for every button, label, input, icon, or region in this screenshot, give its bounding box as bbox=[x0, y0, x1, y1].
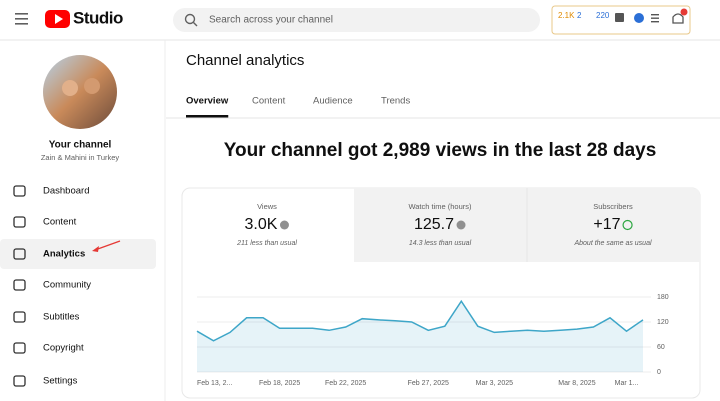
stat-value: 2 bbox=[577, 11, 582, 20]
views-chart: 0 60 120 180 Feb 13, 2... Feb 18, 2025 Feb 22,… bbox=[196, 294, 669, 387]
card-value: 125.7 bbox=[414, 216, 454, 233]
nav-icon bbox=[13, 248, 26, 260]
sidebar-nav: Dashboard Content Analytics Community Subtit… bbox=[13, 185, 91, 387]
nav-item[interactable]: Copyright bbox=[13, 342, 84, 354]
card-label: Views bbox=[257, 202, 277, 211]
tab[interactable]: Audience bbox=[313, 96, 353, 107]
y-tick-label: 180 bbox=[657, 294, 669, 301]
card-label: Subscribers bbox=[593, 202, 633, 211]
menu-bar bbox=[651, 21, 659, 23]
tab[interactable]: Content bbox=[252, 96, 286, 107]
stat-value: 220 bbox=[596, 11, 610, 20]
active-nav-bg bbox=[0, 239, 156, 269]
nav-item[interactable]: Subtitles bbox=[13, 311, 80, 323]
x-tick-label: Feb 13, 2... bbox=[197, 380, 232, 387]
nav-label: Community bbox=[43, 280, 91, 291]
logo-play bbox=[55, 14, 63, 24]
logo-text: Studio bbox=[73, 8, 123, 27]
menu-bar bbox=[651, 17, 659, 19]
menu-bar bbox=[651, 14, 659, 16]
menu-button[interactable] bbox=[15, 13, 28, 25]
tab[interactable]: Trends bbox=[381, 96, 410, 107]
search-icon bbox=[184, 13, 196, 25]
nav-icon bbox=[13, 185, 26, 197]
x-tick-label: Feb 27, 2025 bbox=[408, 380, 449, 387]
metric-cards: Views 3.0K 211 less than usual Watch time (… bbox=[236, 202, 652, 247]
card-note: 14.3 less than usual bbox=[409, 240, 472, 247]
avatar-face bbox=[62, 80, 78, 96]
tab[interactable]: Overview bbox=[186, 96, 229, 107]
card-value: 3.0K bbox=[245, 216, 278, 233]
widget-icon[interactable] bbox=[634, 13, 644, 23]
x-tick-label: Mar 1... bbox=[615, 380, 639, 387]
notification-icon[interactable] bbox=[672, 13, 684, 24]
channel-name: Your channel bbox=[49, 140, 112, 151]
x-tick-label: Feb 18, 2025 bbox=[259, 380, 300, 387]
stat-value: 2.1K bbox=[558, 11, 575, 20]
search-box[interactable]: Search across your channel bbox=[173, 8, 540, 32]
headline: Your channel got 2,989 views in the last… bbox=[224, 140, 657, 161]
menu-bar bbox=[15, 13, 28, 15]
nav-icon bbox=[13, 311, 26, 323]
nav-icon bbox=[13, 375, 26, 387]
pointer-arrow-head bbox=[92, 246, 99, 252]
widget-icon[interactable] bbox=[615, 13, 624, 22]
channel-avatar[interactable] bbox=[43, 55, 117, 129]
card-label: Watch time (hours) bbox=[408, 202, 472, 211]
nav-item[interactable]: Content bbox=[13, 216, 77, 228]
x-tick-label: Mar 8, 2025 bbox=[558, 380, 595, 387]
area bbox=[197, 301, 643, 372]
info-icon bbox=[456, 220, 466, 230]
y-tick-label: 0 bbox=[657, 369, 661, 376]
nav-item[interactable]: Analytics bbox=[13, 248, 85, 260]
stats: 2.1K 2 220 bbox=[558, 11, 610, 20]
notification-badge bbox=[680, 8, 688, 16]
tab-underline bbox=[186, 115, 229, 118]
nav-icon bbox=[13, 342, 26, 354]
nav-label: Dashboard bbox=[43, 186, 89, 197]
search-placeholder: Search across your channel bbox=[209, 15, 333, 26]
x-tick-label: Mar 3, 2025 bbox=[476, 380, 513, 387]
nav-label: Copyright bbox=[43, 343, 84, 354]
nav-item[interactable]: Settings bbox=[13, 375, 78, 387]
nav-icon bbox=[13, 279, 26, 291]
menu-bar bbox=[15, 23, 28, 25]
card-note: 211 less than usual bbox=[236, 240, 297, 247]
nav-item[interactable]: Community bbox=[13, 279, 91, 291]
menu-bar bbox=[15, 18, 28, 20]
line bbox=[196, 299, 644, 342]
search-icon bbox=[193, 22, 198, 27]
search-field bbox=[173, 8, 540, 32]
y-tick-label: 120 bbox=[657, 319, 669, 326]
pointer-arrow bbox=[94, 240, 121, 251]
nav-item[interactable]: Dashboard bbox=[13, 185, 89, 197]
nav-icon bbox=[13, 216, 26, 228]
metric-card[interactable]: Subscribers +17 About the same as usual bbox=[573, 202, 651, 247]
channel-handle: Zain & Mahini in Turkey bbox=[41, 153, 120, 162]
avatar-face bbox=[84, 78, 100, 94]
info-icon bbox=[279, 220, 289, 230]
logo[interactable]: Studio bbox=[45, 8, 123, 28]
metric-card[interactable]: Watch time (hours) 125.7 14.3 less than us… bbox=[408, 202, 472, 247]
nav-label: Content bbox=[43, 217, 77, 228]
card-note: About the same as usual bbox=[573, 240, 651, 247]
x-tick-label: Feb 22, 2025 bbox=[325, 380, 366, 387]
y-tick-label: 60 bbox=[657, 344, 665, 351]
tabs: Overview Content Audience Trends bbox=[186, 96, 410, 118]
page-title: Channel analytics bbox=[186, 52, 304, 69]
nav-label: Subtitles bbox=[43, 312, 80, 323]
check-icon bbox=[622, 219, 633, 231]
metric-card[interactable]: Views 3.0K 211 less than usual bbox=[236, 202, 297, 247]
nav-label: Analytics bbox=[43, 249, 85, 260]
card-value: +17 bbox=[593, 216, 620, 233]
nav-label: Settings bbox=[43, 376, 78, 387]
widget-menu[interactable] bbox=[651, 14, 659, 23]
